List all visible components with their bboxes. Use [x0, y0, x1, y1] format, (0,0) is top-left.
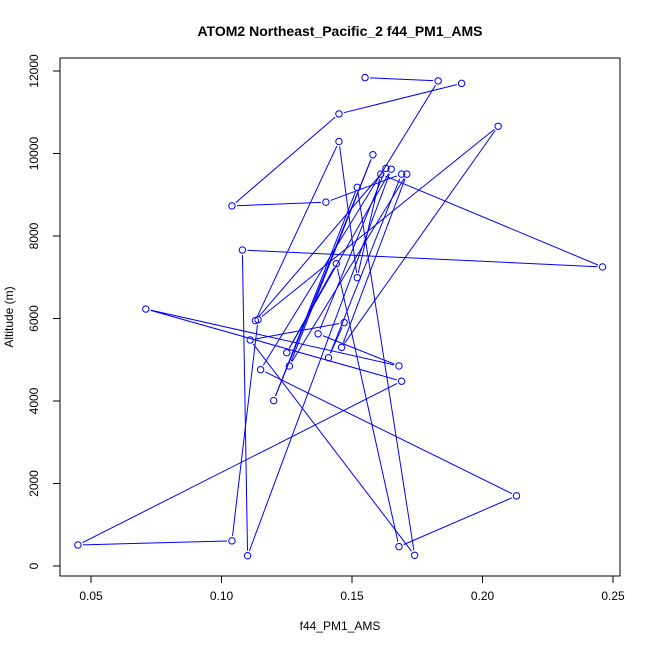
series-segment	[344, 130, 496, 344]
data-point	[238, 246, 247, 254]
x-axis: 0.05 0.10 0.15 0.20 0.25	[79, 575, 625, 603]
series-segment	[342, 178, 406, 343]
series-segment	[236, 201, 321, 207]
series-segment	[235, 116, 336, 204]
series-segment	[357, 178, 381, 273]
series-segment	[258, 171, 384, 318]
data-point	[512, 492, 521, 500]
data-point	[434, 77, 442, 85]
y-tick-label: 0	[27, 562, 41, 569]
data-point	[335, 137, 343, 146]
data-point	[270, 396, 278, 405]
data-point	[283, 349, 291, 357]
series-segment	[232, 324, 258, 536]
series-segment	[343, 84, 457, 114]
series-segment	[329, 178, 401, 354]
series-segment	[262, 84, 436, 366]
y-tick-label: 4000	[27, 387, 41, 414]
chart-title: ATOM2 Northeast_Pacific_2 f44_PM1_AMS	[197, 23, 482, 39]
data-point	[395, 542, 403, 551]
data-point	[256, 365, 265, 374]
data-point	[395, 362, 403, 370]
x-tick-label: 0.25	[601, 589, 625, 603]
series-segment	[261, 129, 495, 317]
data-point	[353, 273, 361, 282]
series-segment	[291, 178, 405, 362]
x-tick-label: 0.20	[471, 589, 495, 603]
data-point	[228, 202, 236, 210]
x-tick-label: 0.10	[210, 589, 234, 603]
y-tick-label: 2000	[27, 470, 41, 497]
data-point	[142, 305, 150, 313]
data-point	[387, 165, 395, 173]
series-segment	[403, 497, 513, 546]
series-segment	[82, 540, 227, 546]
series-segment	[150, 309, 397, 381]
data-point	[254, 316, 262, 324]
data-point	[228, 537, 236, 545]
series-points	[74, 73, 607, 560]
series-segment	[150, 309, 395, 366]
y-tick-label: 6000	[27, 305, 41, 332]
series-segment	[255, 323, 340, 340]
y-tick-label: 12000	[27, 54, 41, 88]
data-point	[324, 353, 333, 362]
data-point	[377, 170, 385, 178]
x-axis-label: f44_PM1_AMS	[300, 619, 381, 633]
series-segment	[357, 192, 415, 551]
data-point	[494, 122, 502, 130]
series-segment	[330, 175, 398, 201]
x-tick-label: 0.15	[340, 589, 364, 603]
series-segment	[336, 268, 399, 542]
series-segment	[385, 175, 599, 266]
series-segment	[322, 335, 395, 365]
series-segment	[247, 249, 598, 268]
y-tick-label: 10000	[27, 136, 41, 170]
data-point	[598, 263, 607, 271]
data-point	[361, 73, 369, 82]
plot-frame	[59, 57, 621, 577]
data-point	[369, 151, 377, 159]
data-point	[322, 198, 330, 206]
data-point	[285, 362, 294, 370]
data-point	[335, 110, 343, 118]
data-point	[314, 330, 322, 338]
series-lines	[82, 77, 599, 552]
series-segment	[370, 77, 434, 82]
y-tick-label: 8000	[27, 222, 41, 249]
y-axis: 0 2000 4000 6000 8000 10000 12000	[27, 54, 61, 569]
data-point	[74, 541, 82, 549]
data-point	[403, 170, 411, 178]
series-segment	[241, 255, 249, 551]
series-segment	[264, 371, 513, 495]
data-point	[246, 336, 254, 344]
data-point	[397, 170, 406, 178]
data-point	[353, 183, 361, 192]
series-segment	[319, 172, 385, 330]
data-point	[337, 343, 346, 352]
data-point	[243, 551, 252, 560]
series-segment	[252, 343, 413, 552]
series-segment	[257, 145, 338, 317]
data-point	[410, 551, 419, 559]
data-point	[332, 259, 341, 268]
series-segment	[275, 191, 356, 397]
data-point	[382, 164, 390, 173]
data-point	[397, 377, 406, 385]
y-axis-label: Altitude (m)	[2, 286, 16, 347]
x-tick-label: 0.05	[79, 589, 103, 603]
data-point	[457, 79, 466, 88]
data-point	[340, 318, 348, 327]
series-segment	[82, 383, 398, 544]
